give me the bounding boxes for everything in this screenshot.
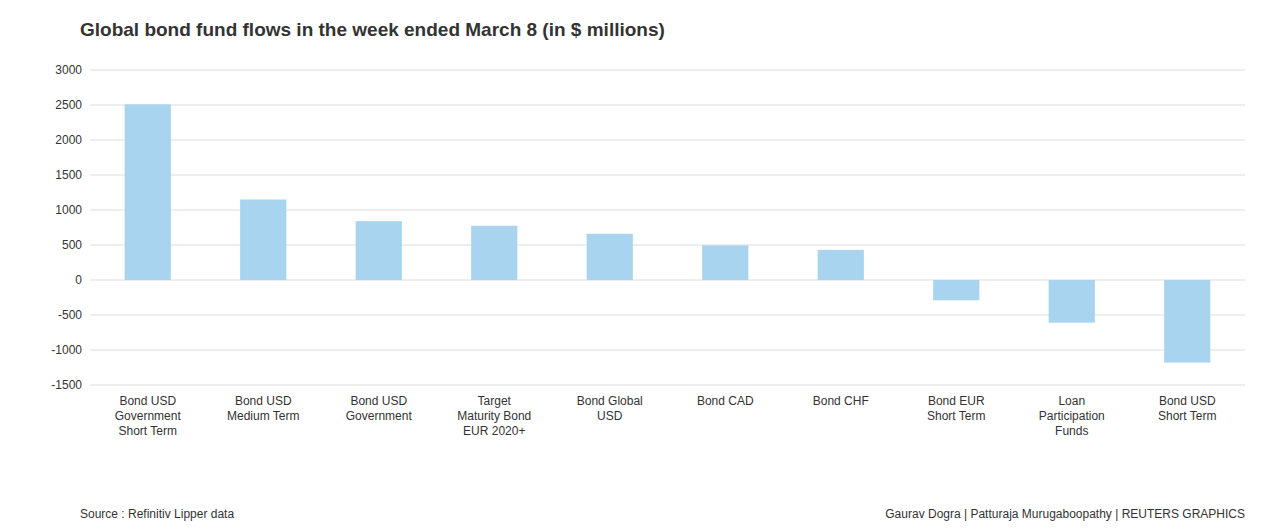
x-tick-label: Bond USDGovernment bbox=[346, 394, 413, 423]
grid-line bbox=[90, 105, 1245, 106]
x-tick-label: Bond USDGovernmentShort Term bbox=[115, 394, 182, 438]
y-tick-label: 500 bbox=[62, 238, 82, 252]
credit: Gaurav Dogra | Patturaja Murugaboopathy … bbox=[885, 507, 1245, 521]
bar bbox=[587, 234, 633, 280]
x-tick-label: Bond USDMedium Term bbox=[227, 394, 299, 423]
bar bbox=[1049, 280, 1095, 323]
grid bbox=[90, 70, 1245, 385]
y-tick-label: 1500 bbox=[55, 168, 82, 182]
bar bbox=[240, 200, 286, 281]
title: Global bond fund flows in the week ended… bbox=[80, 19, 665, 40]
x-tick-label: Bond CAD bbox=[697, 394, 754, 408]
chart-container: Global bond fund flows in the week ended… bbox=[0, 0, 1272, 530]
x-tick-label: TargetMaturity BondEUR 2020+ bbox=[457, 394, 531, 438]
x-tick-label: Bond CHF bbox=[813, 394, 869, 408]
y-tick-label: 0 bbox=[75, 273, 82, 287]
bar bbox=[125, 104, 171, 280]
bars bbox=[125, 104, 1211, 362]
bar bbox=[471, 226, 517, 280]
bar bbox=[1164, 280, 1210, 363]
chart: Global bond fund flows in the week ended… bbox=[0, 0, 1272, 530]
bar bbox=[356, 221, 402, 280]
y-tick-label: 2500 bbox=[55, 98, 82, 112]
bar bbox=[933, 280, 979, 300]
grid-line bbox=[90, 385, 1245, 386]
x-tick-label: Bond USDShort Term bbox=[1158, 394, 1216, 423]
y-tick-label: -500 bbox=[58, 308, 82, 322]
y-tick-label: -1000 bbox=[51, 343, 82, 357]
x-tick-label: LoanParticipationFunds bbox=[1039, 394, 1105, 438]
y-tick-label: 2000 bbox=[55, 133, 82, 147]
bar bbox=[818, 250, 864, 280]
grid-line bbox=[90, 140, 1245, 141]
grid-line bbox=[90, 175, 1245, 176]
bar bbox=[702, 245, 748, 280]
source: Source : Refinitiv Lipper data bbox=[80, 507, 234, 521]
y-tick-label: -1500 bbox=[51, 378, 82, 392]
x-tick-label: Bond GlobalUSD bbox=[577, 394, 643, 423]
x-tick-label: Bond EURShort Term bbox=[927, 394, 985, 423]
grid-line bbox=[90, 350, 1245, 351]
grid-line bbox=[90, 70, 1245, 71]
y-tick-label: 1000 bbox=[55, 203, 82, 217]
y-tick-label: 3000 bbox=[55, 63, 82, 77]
